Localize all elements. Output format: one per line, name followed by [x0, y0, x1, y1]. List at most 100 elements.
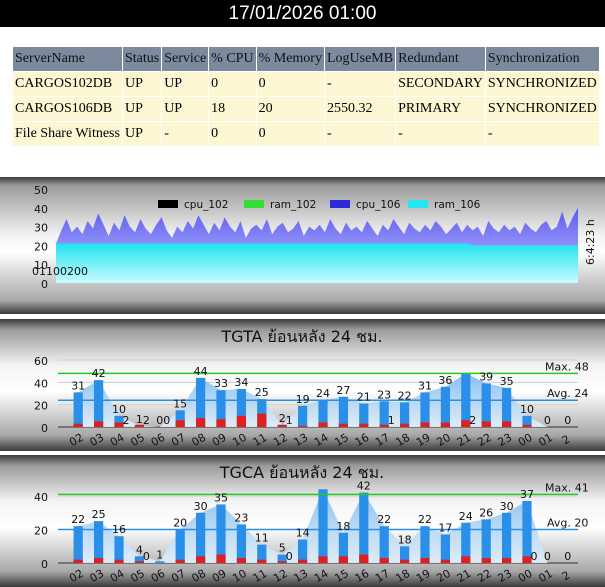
- x-start-label: 01100200: [32, 265, 88, 278]
- tgca-chart-panel: TGCA ย้อนหลัง 24 ชม. 0 20 40 Max. 41 Avg. 20 2…: [0, 455, 605, 587]
- bar: [420, 526, 430, 563]
- x-tick-label: 16: [353, 567, 372, 585]
- bar: [175, 529, 185, 563]
- bar-red: [196, 418, 206, 427]
- bar: [73, 392, 83, 427]
- cell-service: -: [161, 121, 210, 147]
- bar-red: [175, 420, 185, 427]
- data-label: 1: [156, 548, 163, 561]
- data-label: 42: [357, 480, 371, 493]
- y-tick-label: 50: [34, 184, 48, 197]
- bar-red: [359, 423, 369, 427]
- data-label: 19: [296, 393, 310, 406]
- cell-logusemb: -: [323, 71, 397, 97]
- data-label: 36: [438, 374, 452, 387]
- x-tick-label: 12: [271, 431, 290, 449]
- bar-red: [216, 554, 226, 563]
- x-tick-label: 21: [455, 567, 474, 585]
- data-label: 22: [398, 389, 412, 402]
- data-label: 18: [398, 533, 412, 546]
- data-label-red: 2: [143, 414, 150, 427]
- cell-cpu: 18: [208, 96, 257, 122]
- bar: [420, 392, 430, 427]
- col-memory: % Memory: [255, 46, 325, 72]
- bar-red: [114, 422, 124, 427]
- bar-red: [134, 561, 144, 563]
- cell-servername: CARGOS102DB: [12, 71, 123, 97]
- bar-red: [481, 421, 491, 427]
- x-tick-label: 19: [414, 567, 433, 585]
- bar-red: [257, 559, 267, 563]
- data-label: 31: [418, 379, 432, 392]
- data-label-red: 0: [143, 550, 150, 563]
- y-tick-label: 20: [34, 240, 48, 253]
- y-tick-label: 0: [41, 278, 48, 291]
- data-label: 4: [136, 543, 143, 556]
- x-tick-label: 06: [149, 567, 168, 585]
- legend-swatch-ram-102: [244, 200, 264, 208]
- bar: [461, 522, 471, 563]
- x-tick-label: 13: [292, 431, 311, 449]
- data-label: 0: [564, 550, 571, 563]
- x-tick-label: 06: [149, 431, 168, 449]
- x-tick-label: 00: [516, 431, 535, 449]
- bar-red: [236, 415, 246, 427]
- x-tick-label: 14: [312, 431, 331, 449]
- x-tick-label: 10: [230, 431, 249, 449]
- bar: [155, 561, 165, 563]
- y-tick-label: 60: [34, 355, 48, 368]
- data-label: 14: [296, 527, 310, 540]
- data-label: 0: [156, 414, 163, 427]
- x-tick-label: 2: [560, 569, 573, 584]
- bar: [522, 501, 532, 563]
- bar-red: [134, 424, 144, 427]
- bar-red: [440, 422, 450, 427]
- bar-red: [175, 559, 185, 563]
- table-row: File Share Witness UP - 0 0 - - -: [12, 121, 600, 147]
- data-label: 25: [92, 508, 106, 521]
- x-tick-label: 22: [475, 567, 494, 585]
- cell-servername: File Share Witness: [12, 121, 123, 147]
- server-status-table: ServerName Status Service % CPU % Memory…: [12, 46, 600, 147]
- x-tick-label: 08: [190, 431, 209, 449]
- data-label: 17: [438, 522, 452, 535]
- bar: [400, 546, 410, 564]
- data-label: 30: [500, 500, 514, 513]
- x-tick-label: 17: [373, 431, 392, 449]
- bar: [522, 415, 532, 427]
- x-tick-label: 12: [271, 567, 290, 585]
- data-label: 18: [336, 520, 350, 533]
- data-label: 27: [336, 384, 350, 397]
- bar-red: [257, 413, 267, 427]
- y-tick-label: 40: [34, 377, 48, 390]
- avg-label: Avg. 20: [547, 517, 588, 530]
- x-tick-label: 15: [332, 567, 351, 585]
- cell-status: UP: [121, 71, 163, 97]
- bar-red: [461, 420, 471, 427]
- data-label: 1: [136, 413, 143, 426]
- cell-status: UP: [121, 121, 163, 147]
- col-cpu: % CPU: [208, 46, 257, 72]
- data-label: 35: [500, 375, 514, 388]
- data-label: 22: [377, 513, 391, 526]
- bar: [298, 405, 308, 427]
- cell-redundant: PRIMARY: [395, 96, 486, 122]
- bar-red: [522, 424, 532, 427]
- x-tick-label: 20: [434, 431, 453, 449]
- cpu-ram-area-chart: 0 10 20 30 40 50 01100200 6:4:23 h cpu_102 ram_10…: [32, 184, 597, 291]
- data-label: 39: [479, 370, 493, 383]
- bar: [114, 415, 124, 427]
- x-tick-label: 03: [88, 431, 107, 449]
- legend-label-cpu-106: cpu_106: [356, 199, 401, 211]
- bar: [440, 386, 450, 427]
- ram-106-area: [56, 243, 578, 283]
- data-label-red: 0: [163, 414, 170, 427]
- cell-cpu: 0: [208, 71, 257, 97]
- data-label: 42: [92, 367, 106, 380]
- bar: [379, 401, 389, 427]
- bar: [277, 554, 287, 563]
- bar: [440, 534, 450, 563]
- y-tick-label: 40: [34, 491, 48, 504]
- data-label: 33: [214, 377, 228, 390]
- x-tick-label: 02: [67, 567, 86, 585]
